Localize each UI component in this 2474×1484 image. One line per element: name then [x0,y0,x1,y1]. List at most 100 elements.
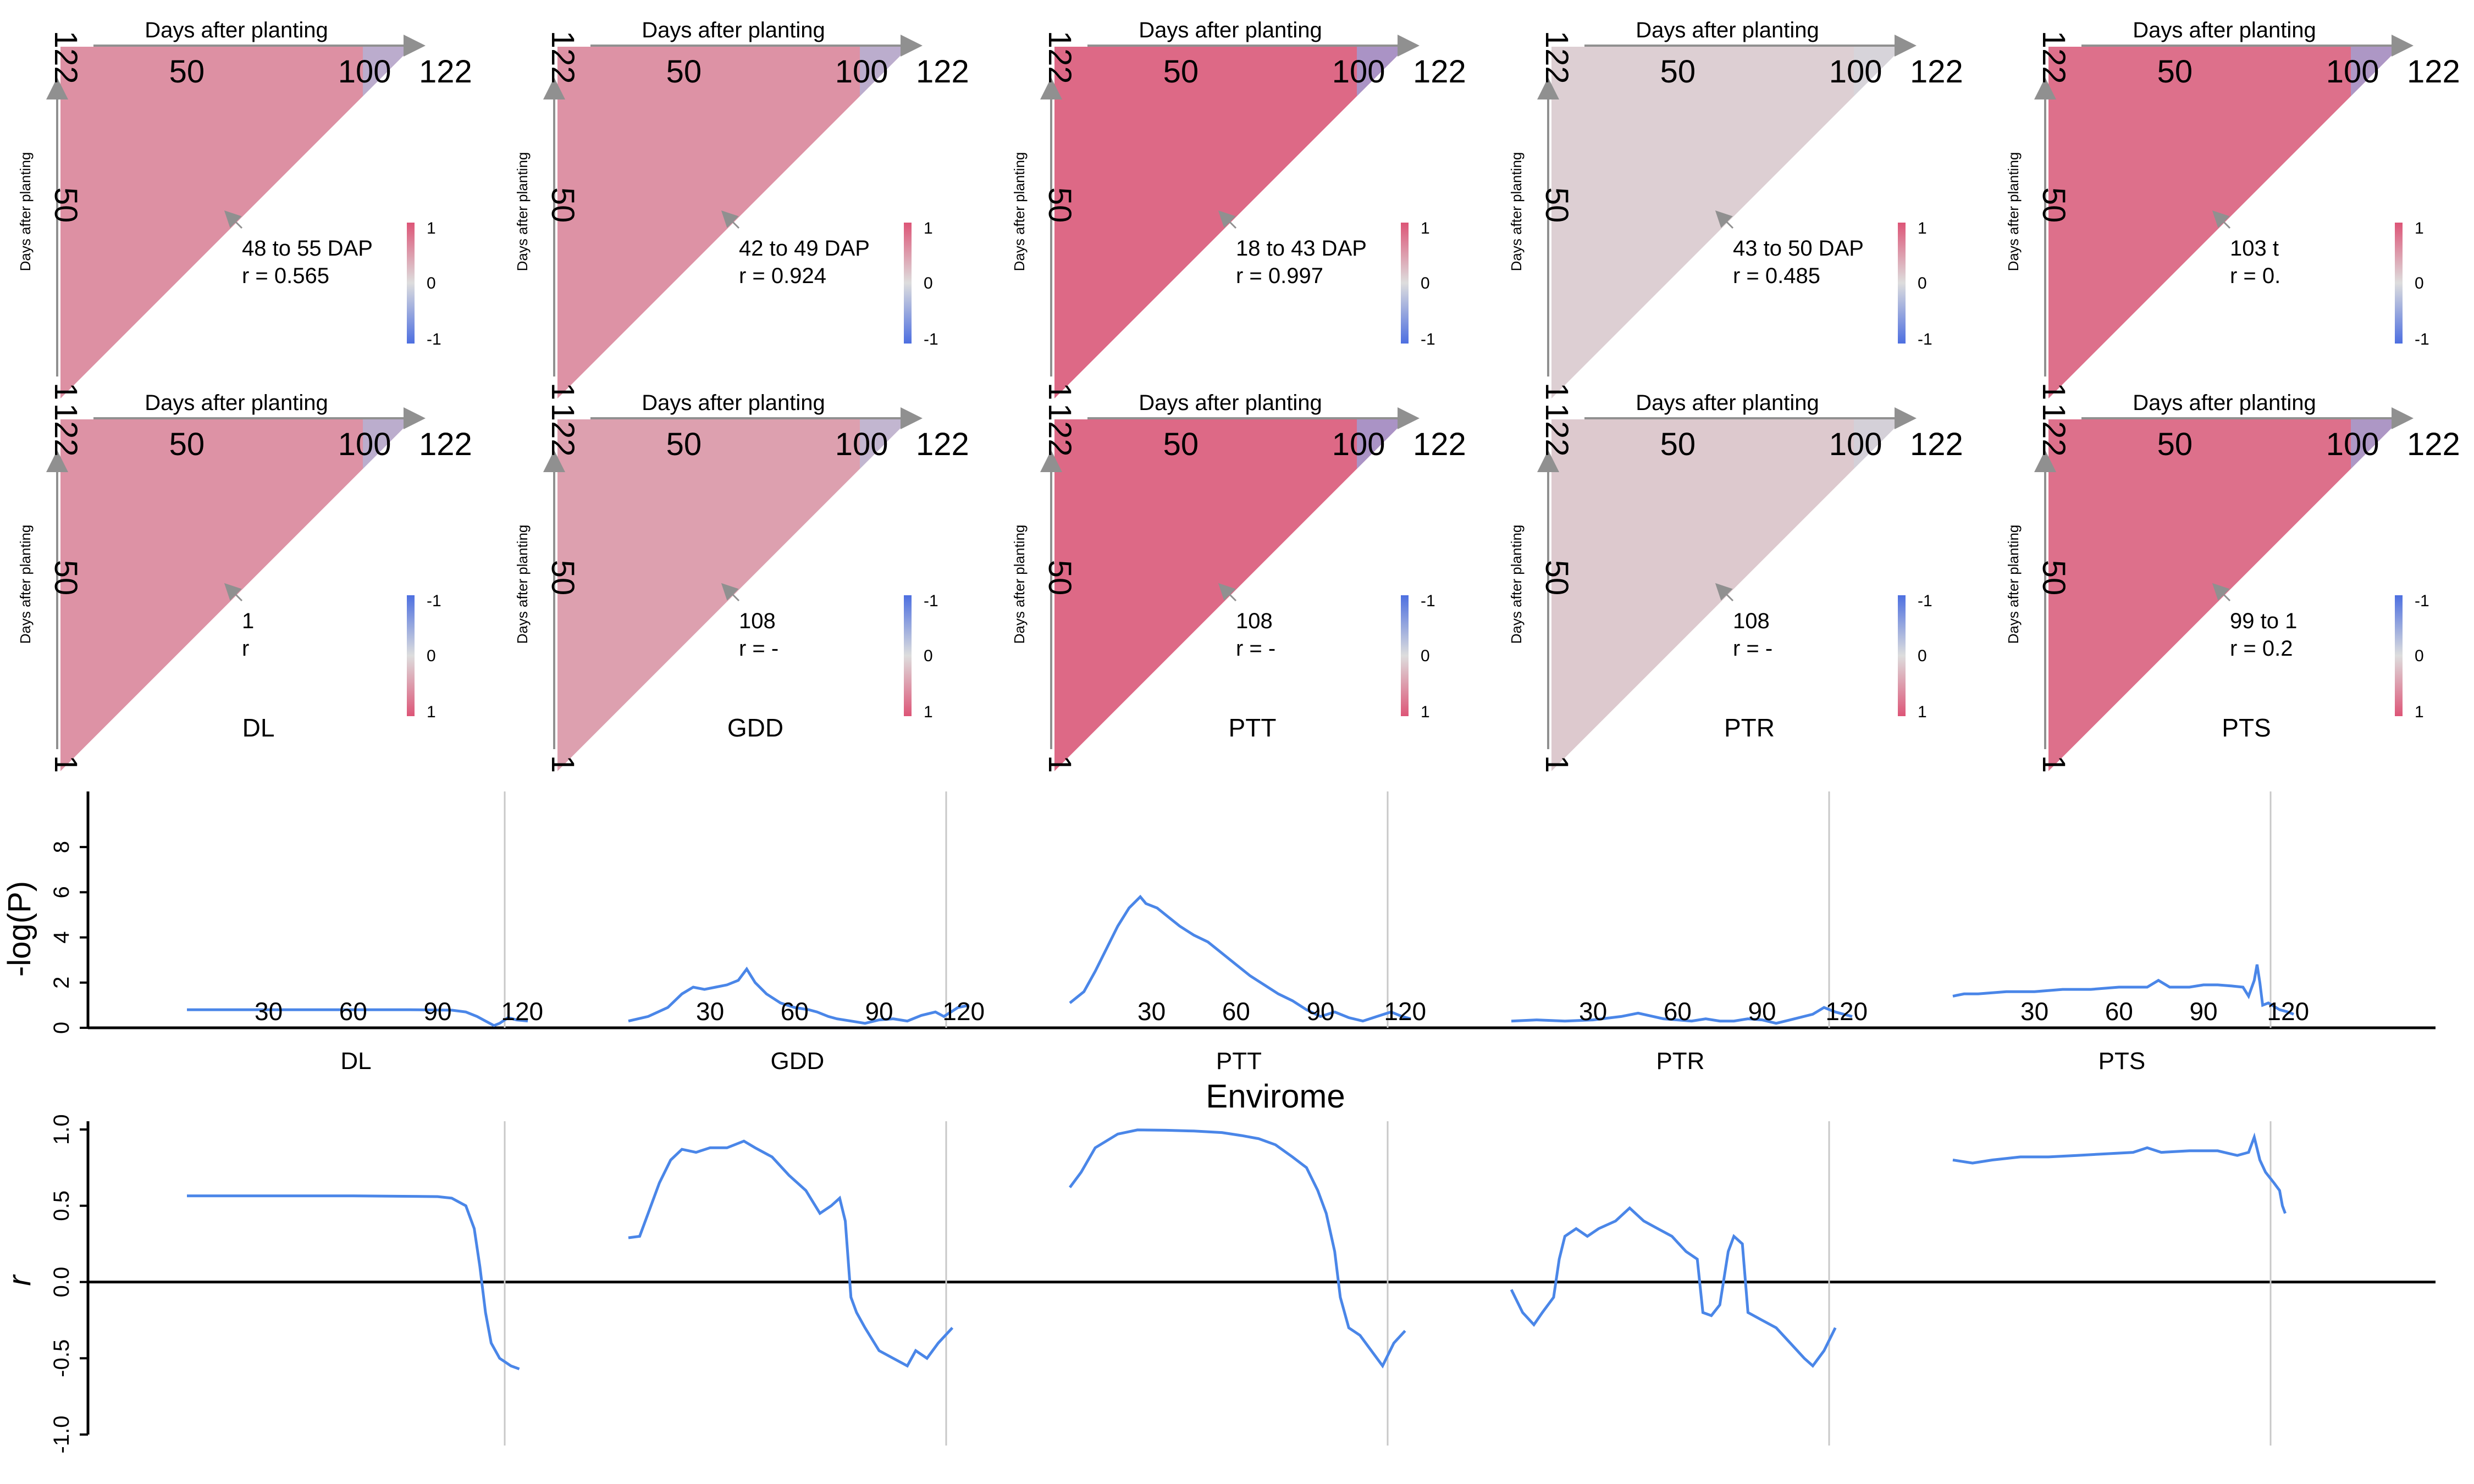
series-line-dl [187,1194,520,1371]
legend-label-bottom: -1 [924,330,938,348]
heatmap-panel-gdd-1: Days after planting Days after planting 50… [514,18,969,400]
annotation-arrow [224,583,243,602]
x-tick-label: 50 [2157,427,2193,462]
x-tick-label: 122 [2407,427,2460,462]
x-tick-label: 30 [696,997,724,1026]
panel-label: PTT [1229,713,1277,742]
x-tick-label: 50 [1660,54,1696,90]
annotation-arrow [1218,210,1237,229]
legend-label-top: -1 [1421,592,1435,610]
heatmap-panel-dl-2: Days after planting Days after planting 50… [17,391,472,773]
annotation-r: r = - [1733,636,1772,661]
x-tick-label: 100 [338,427,391,462]
y-axis-title: -log(P) [2,881,37,977]
heatmap-tip [363,47,412,96]
line-charts: 0 2 4 6 8 -log(P) 30 60 90 120 DL 30 60 90 120 GDD 30 60 9… [2,791,2436,1453]
color-legend-bar [904,595,912,716]
annotation-arrow [224,210,243,229]
annotation-r: r = - [1236,636,1275,661]
legend-label-mid: 0 [924,274,933,292]
x-axis-title: Days after planting [1636,391,1819,415]
y-tick-label: 50 [48,560,84,596]
legend-label-bottom: -1 [2415,330,2429,348]
x-axis-title: Days after planting [1636,18,1819,42]
y-tick-label: -0.5 [49,1339,74,1377]
annotation-range: 108 [739,609,776,633]
heatmap-tip [2351,47,2400,96]
y-tick-label: 122 [545,403,581,457]
color-legend-bar [1401,595,1409,716]
annotation-arrow [1218,583,1237,602]
legend-label-top: -1 [2415,592,2429,610]
x-axis-title: Days after planting [1139,18,1322,42]
group-label: PTT [1216,1048,1262,1075]
x-tick-label: 100 [1332,427,1385,462]
y-tick-label: 0 [49,1022,74,1034]
x-tick-label: 60 [1222,997,1250,1026]
legend-label-top: 1 [2415,219,2424,237]
legend-label-bottom: -1 [1421,330,1435,348]
x-axis-title: Days after planting [145,391,328,415]
legend-label-bottom: 1 [2415,703,2424,721]
x-tick-label: 100 [1332,54,1385,90]
y-tick-label: 1 [545,755,581,773]
heatmap-panels: Days after planting Days after planting 50… [17,18,2460,773]
heatmap-tip [860,47,909,96]
x-tick-label: 60 [781,997,809,1026]
legend-label-top: 1 [1421,219,1430,237]
x-tick-label: 50 [1163,427,1199,462]
series-line-gdd [628,966,970,1025]
y-axis-title: Days after planting [17,525,34,644]
annotation-range: 99 to 1 [2230,609,2297,633]
panel-label: PTS [2222,713,2271,742]
series-line-ptt [1069,894,1411,1023]
x-tick-label: 120 [501,997,543,1026]
y-axis-title: Days after planting [1011,525,1028,644]
annotation-r: r = 0.485 [1733,264,1820,288]
legend-label-top: -1 [1918,592,1932,610]
legend-label-mid: 0 [2415,647,2424,665]
y-axis-title: Days after planting [1011,152,1028,272]
y-tick-label: 122 [545,31,581,84]
x-tick-label: 50 [666,427,702,462]
x-tick-label: 122 [916,54,969,90]
legend-label-bottom: -1 [427,330,441,348]
y-tick-label: 6 [49,886,74,898]
chart-neglogp: 0 2 4 6 8 -log(P) 30 60 90 120 DL 30 60 90 120 GDD 30 60 9… [2,791,2436,1115]
y-tick-label: 0.0 [49,1267,74,1298]
annotation-r: r = - [739,636,778,661]
heatmap-tip [860,419,909,469]
x-tick-label: 120 [2267,997,2309,1026]
legend-label-bottom: 1 [1918,703,1927,721]
x-tick-label: 100 [835,427,888,462]
legend-label-mid: 0 [427,274,436,292]
y-axis-title: Days after planting [514,152,531,272]
x-tick-label: 122 [1910,54,1963,90]
heatmap-panel-ptr-2: Days after planting Days after planting 50… [1508,391,1963,773]
color-legend-bar [2395,223,2403,344]
series-line-ptr [1511,1006,1853,1025]
x-axis-title: Days after planting [1139,391,1322,415]
legend-label-mid: 0 [427,647,436,665]
y-tick-label: 50 [2036,560,2072,596]
y-tick-label: 50 [545,187,581,223]
annotation-range: 1 [242,609,254,633]
heatmap-tip [1854,419,1903,469]
heatmap-tip [1854,47,1903,96]
series-line-pts [1952,1132,2287,1214]
y-axis-title: r [2,1274,37,1286]
x-tick-label: 120 [1384,997,1426,1026]
annotation-range: 48 to 55 DAP [242,236,373,261]
x-axis-title: Days after planting [145,18,328,42]
legend-label-top: -1 [427,592,441,610]
y-tick-label: 1 [1042,383,1078,400]
legend-label-bottom: 1 [427,703,436,721]
y-tick-label: 122 [1539,31,1575,84]
group-label: PTS [2099,1048,2146,1075]
y-tick-label: 4 [49,931,74,943]
heatmap-panel-ptr-1: Days after planting Days after planting 50… [1508,18,1963,400]
heatmap-tip [1357,47,1406,96]
color-legend-bar [2395,595,2403,716]
annotation-r: r = 0. [2230,264,2280,288]
series-line-gdd [628,1139,954,1368]
